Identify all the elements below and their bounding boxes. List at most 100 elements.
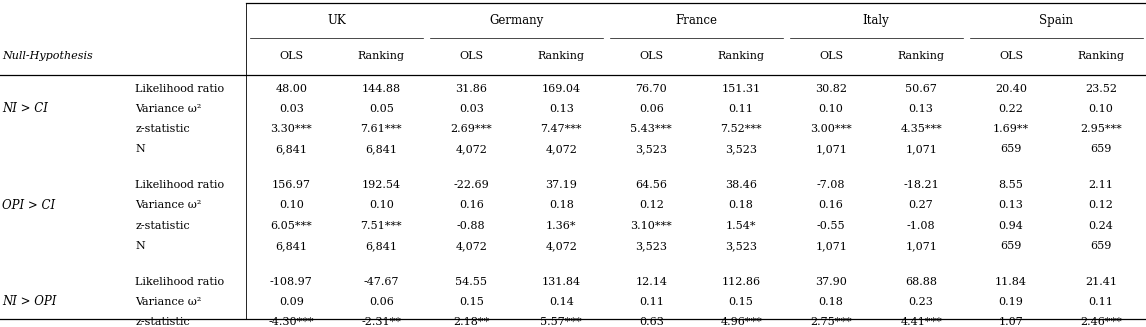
Text: 0.11: 0.11 bbox=[1089, 297, 1114, 307]
Text: 11.84: 11.84 bbox=[995, 277, 1027, 286]
Text: NI > CI: NI > CI bbox=[2, 102, 48, 115]
Text: -2.31**: -2.31** bbox=[361, 317, 401, 327]
Text: -7.08: -7.08 bbox=[817, 180, 846, 190]
Text: N: N bbox=[135, 241, 146, 251]
Text: 4.41***: 4.41*** bbox=[901, 317, 942, 327]
Text: 169.04: 169.04 bbox=[542, 84, 581, 94]
Text: France: France bbox=[675, 14, 717, 27]
Text: 0.13: 0.13 bbox=[909, 104, 934, 114]
Text: 0.13: 0.13 bbox=[549, 104, 574, 114]
Text: 1,071: 1,071 bbox=[815, 241, 847, 251]
Text: 112.86: 112.86 bbox=[722, 277, 761, 286]
Text: Variance ω²: Variance ω² bbox=[135, 200, 202, 210]
Text: 0.23: 0.23 bbox=[909, 297, 934, 307]
Text: 7.52***: 7.52*** bbox=[721, 124, 762, 134]
Text: 659: 659 bbox=[1000, 241, 1022, 251]
Text: NI > OPI: NI > OPI bbox=[2, 295, 56, 308]
Text: 7.51***: 7.51*** bbox=[361, 221, 402, 231]
Text: Ranking: Ranking bbox=[358, 51, 405, 61]
Text: 0.14: 0.14 bbox=[549, 297, 574, 307]
Text: 64.56: 64.56 bbox=[635, 180, 667, 190]
Text: 3.30***: 3.30*** bbox=[270, 124, 312, 134]
Text: 37.90: 37.90 bbox=[815, 277, 847, 286]
Text: 131.84: 131.84 bbox=[542, 277, 581, 286]
Text: 0.06: 0.06 bbox=[638, 104, 664, 114]
Text: 0.13: 0.13 bbox=[998, 200, 1023, 210]
Text: -4.30***: -4.30*** bbox=[268, 317, 314, 327]
Text: 0.15: 0.15 bbox=[458, 297, 484, 307]
Text: 0.11: 0.11 bbox=[638, 297, 664, 307]
Text: 3,523: 3,523 bbox=[725, 241, 758, 251]
Text: 3,523: 3,523 bbox=[725, 145, 758, 154]
Text: 6,841: 6,841 bbox=[366, 241, 398, 251]
Text: 0.10: 0.10 bbox=[278, 200, 304, 210]
Text: 0.05: 0.05 bbox=[369, 104, 394, 114]
Text: 23.52: 23.52 bbox=[1085, 84, 1117, 94]
Text: 0.19: 0.19 bbox=[998, 297, 1023, 307]
Text: 0.16: 0.16 bbox=[458, 200, 484, 210]
Text: Likelihood ratio: Likelihood ratio bbox=[135, 180, 225, 190]
Text: 2.75***: 2.75*** bbox=[810, 317, 851, 327]
Text: 4.96***: 4.96*** bbox=[721, 317, 762, 327]
Text: 4,072: 4,072 bbox=[545, 241, 578, 251]
Text: 144.88: 144.88 bbox=[362, 84, 401, 94]
Text: 0.24: 0.24 bbox=[1089, 221, 1114, 231]
Text: 1.69**: 1.69** bbox=[992, 124, 1029, 134]
Text: 192.54: 192.54 bbox=[362, 180, 401, 190]
Text: -22.69: -22.69 bbox=[454, 180, 489, 190]
Text: Likelihood ratio: Likelihood ratio bbox=[135, 277, 225, 286]
Text: 1,071: 1,071 bbox=[905, 145, 937, 154]
Text: -18.21: -18.21 bbox=[903, 180, 939, 190]
Text: 4,072: 4,072 bbox=[545, 145, 578, 154]
Text: Ranking: Ranking bbox=[1077, 51, 1124, 61]
Text: 50.67: 50.67 bbox=[905, 84, 937, 94]
Text: 0.03: 0.03 bbox=[278, 104, 304, 114]
Text: 1.36*: 1.36* bbox=[545, 221, 576, 231]
Text: Ranking: Ranking bbox=[537, 51, 584, 61]
Text: 6,841: 6,841 bbox=[366, 145, 398, 154]
Text: 6,841: 6,841 bbox=[275, 241, 307, 251]
Text: 0.18: 0.18 bbox=[549, 200, 574, 210]
Text: 31.86: 31.86 bbox=[455, 84, 487, 94]
Text: Variance ω²: Variance ω² bbox=[135, 104, 202, 114]
Text: 0.12: 0.12 bbox=[1089, 200, 1114, 210]
Text: 2.69***: 2.69*** bbox=[450, 124, 492, 134]
Text: 54.55: 54.55 bbox=[455, 277, 487, 286]
Text: Null-Hypothesis: Null-Hypothesis bbox=[2, 51, 93, 61]
Text: 6,841: 6,841 bbox=[275, 145, 307, 154]
Text: 20.40: 20.40 bbox=[995, 84, 1027, 94]
Text: 3.10***: 3.10*** bbox=[630, 221, 672, 231]
Text: 0.22: 0.22 bbox=[998, 104, 1023, 114]
Text: -0.88: -0.88 bbox=[457, 221, 486, 231]
Text: 3,523: 3,523 bbox=[635, 145, 667, 154]
Text: 2.11: 2.11 bbox=[1089, 180, 1114, 190]
Text: OLS: OLS bbox=[999, 51, 1023, 61]
Text: 0.10: 0.10 bbox=[369, 200, 394, 210]
Text: 0.16: 0.16 bbox=[818, 200, 843, 210]
Text: 4,072: 4,072 bbox=[455, 241, 487, 251]
Text: 0.15: 0.15 bbox=[729, 297, 754, 307]
Text: 0.10: 0.10 bbox=[818, 104, 843, 114]
Text: Germany: Germany bbox=[489, 14, 543, 27]
Text: 156.97: 156.97 bbox=[272, 180, 311, 190]
Text: 0.03: 0.03 bbox=[458, 104, 484, 114]
Text: OLS: OLS bbox=[460, 51, 484, 61]
Text: 76.70: 76.70 bbox=[635, 84, 667, 94]
Text: OLS: OLS bbox=[819, 51, 843, 61]
Text: Italy: Italy bbox=[863, 14, 889, 27]
Text: Spain: Spain bbox=[1039, 14, 1073, 27]
Text: 4.35***: 4.35*** bbox=[901, 124, 942, 134]
Text: 1.54*: 1.54* bbox=[725, 221, 756, 231]
Text: 5.43***: 5.43*** bbox=[630, 124, 672, 134]
Text: 151.31: 151.31 bbox=[722, 84, 761, 94]
Text: OLS: OLS bbox=[280, 51, 304, 61]
Text: 0.10: 0.10 bbox=[1089, 104, 1114, 114]
Text: Likelihood ratio: Likelihood ratio bbox=[135, 84, 225, 94]
Text: 30.82: 30.82 bbox=[815, 84, 847, 94]
Text: Ranking: Ranking bbox=[717, 51, 764, 61]
Text: z-statistic: z-statistic bbox=[135, 317, 190, 327]
Text: 0.18: 0.18 bbox=[818, 297, 843, 307]
Text: 37.19: 37.19 bbox=[545, 180, 578, 190]
Text: z-statistic: z-statistic bbox=[135, 124, 190, 134]
Text: 2.18**: 2.18** bbox=[453, 317, 489, 327]
